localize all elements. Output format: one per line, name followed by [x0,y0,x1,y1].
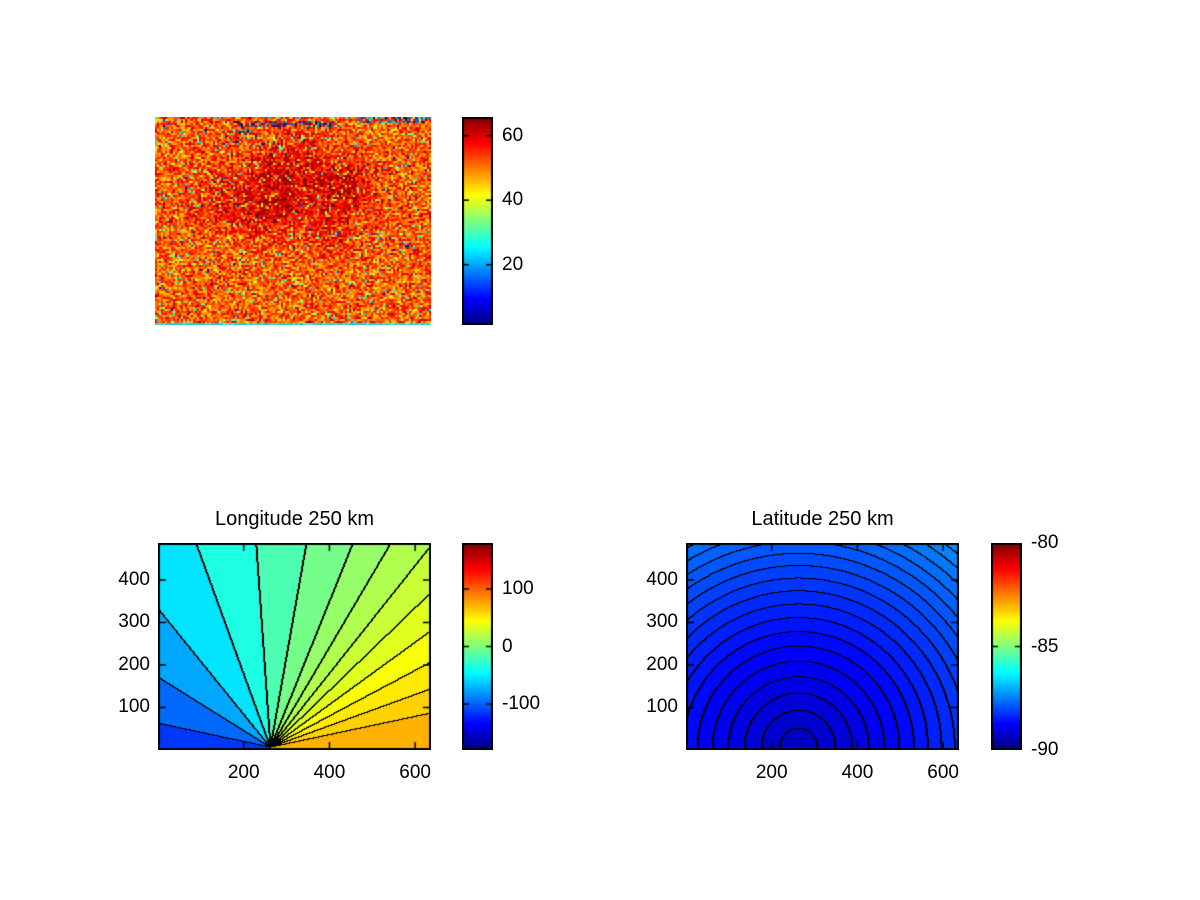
colorbar-tick-label: 0 [502,635,513,657]
colorbar-intensity [462,117,493,325]
x-tick-label: 200 [755,762,788,783]
colorbar-tick-label: -85 [1031,635,1059,657]
y-tick-label: 200 [646,653,678,675]
y-tick-label: 400 [118,568,150,590]
colorbar-tick-label: 40 [502,189,524,211]
colorbar-tick-label: 60 [502,124,524,146]
y-tick-label: 100 [646,696,678,718]
colorbar-longitude [462,543,493,750]
colorbar-tick-label: 20 [502,253,524,275]
colorbar-latitude [991,543,1022,750]
colorbar-tick-label: -90 [1031,739,1059,760]
x-tick-label: 600 [927,762,959,783]
x-tick-label: 600 [399,762,431,783]
y-tick-label: 200 [118,653,150,675]
latitude-plot-title: Latitude 250 km [751,508,894,530]
y-tick-label: 100 [118,696,150,718]
latitude-contour-plot [686,543,959,750]
colorbar-tick-label: -80 [1031,532,1059,553]
longitude-contour-plot [158,543,431,750]
x-tick-label: 400 [841,762,874,783]
longitude-plot-title: Longitude 250 km [214,508,374,530]
y-tick-label: 300 [646,611,678,633]
y-tick-label: 400 [646,568,678,590]
intensity-image [155,117,431,325]
colorbar-tick-label: 100 [502,578,534,599]
x-tick-label: 400 [313,762,346,783]
x-tick-label: 200 [227,762,260,783]
colorbar-tick-label: -100 [502,693,541,714]
y-tick-label: 300 [118,611,150,633]
